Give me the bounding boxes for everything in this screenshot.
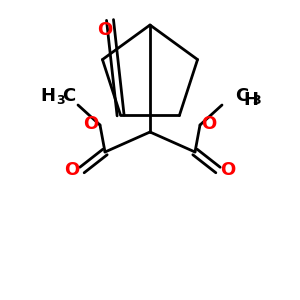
Text: C: C xyxy=(235,87,248,105)
Text: O: O xyxy=(64,161,80,179)
Text: O: O xyxy=(98,21,112,39)
Text: O: O xyxy=(201,115,217,133)
Text: C: C xyxy=(62,87,75,105)
Text: H: H xyxy=(243,91,258,109)
Text: 3: 3 xyxy=(252,94,261,107)
Text: H: H xyxy=(40,87,55,105)
Text: 3: 3 xyxy=(56,94,64,106)
Text: O: O xyxy=(220,161,236,179)
Text: O: O xyxy=(83,115,99,133)
